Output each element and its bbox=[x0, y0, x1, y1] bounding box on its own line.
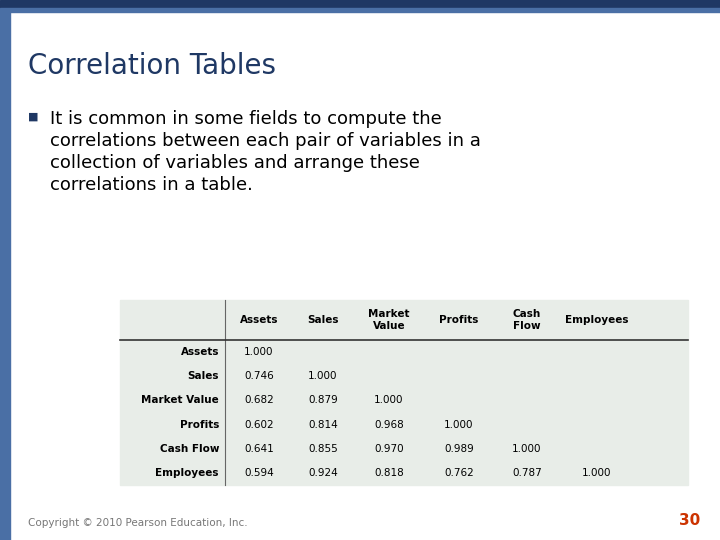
Text: It is common in some fields to compute the: It is common in some fields to compute t… bbox=[50, 110, 442, 128]
Text: 1.000: 1.000 bbox=[444, 420, 474, 430]
Text: Employees: Employees bbox=[565, 315, 629, 325]
Text: 0.814: 0.814 bbox=[308, 420, 338, 430]
Text: 1.000: 1.000 bbox=[582, 468, 612, 478]
Text: Correlation Tables: Correlation Tables bbox=[28, 52, 276, 80]
Text: 0.762: 0.762 bbox=[444, 468, 474, 478]
Text: 0.818: 0.818 bbox=[374, 468, 404, 478]
Text: 0.602: 0.602 bbox=[244, 420, 274, 430]
Text: 0.746: 0.746 bbox=[244, 372, 274, 381]
Text: 1.000: 1.000 bbox=[244, 347, 274, 357]
Text: 1.000: 1.000 bbox=[512, 444, 541, 454]
Text: collection of variables and arrange these: collection of variables and arrange thes… bbox=[50, 154, 420, 172]
Text: Assets: Assets bbox=[181, 347, 219, 357]
Bar bbox=[120, 300, 688, 485]
Text: 0.879: 0.879 bbox=[308, 395, 338, 406]
Text: 0.594: 0.594 bbox=[244, 468, 274, 478]
Text: 0.970: 0.970 bbox=[374, 444, 404, 454]
Text: ■: ■ bbox=[28, 112, 38, 122]
Text: Employees: Employees bbox=[156, 468, 219, 478]
Text: 0.968: 0.968 bbox=[374, 420, 404, 430]
Bar bbox=[0, 8, 720, 12]
Text: Sales: Sales bbox=[307, 315, 338, 325]
Text: 0.855: 0.855 bbox=[308, 444, 338, 454]
Text: 0.641: 0.641 bbox=[244, 444, 274, 454]
Text: 0.924: 0.924 bbox=[308, 468, 338, 478]
Text: 1.000: 1.000 bbox=[308, 372, 338, 381]
Text: 1.000: 1.000 bbox=[374, 395, 404, 406]
Text: Copyright © 2010 Pearson Education, Inc.: Copyright © 2010 Pearson Education, Inc. bbox=[28, 518, 248, 528]
Bar bbox=[0, 0, 720, 8]
Text: Sales: Sales bbox=[187, 372, 219, 381]
Text: Cash Flow: Cash Flow bbox=[160, 444, 219, 454]
Text: Profits: Profits bbox=[179, 420, 219, 430]
Text: Cash
Flow: Cash Flow bbox=[513, 309, 541, 331]
Text: 0.682: 0.682 bbox=[244, 395, 274, 406]
Bar bbox=[0, 12, 10, 540]
Text: Market Value: Market Value bbox=[141, 395, 219, 406]
Text: 0.787: 0.787 bbox=[512, 468, 542, 478]
Text: correlations between each pair of variables in a: correlations between each pair of variab… bbox=[50, 132, 481, 150]
Text: correlations in a table.: correlations in a table. bbox=[50, 176, 253, 194]
Text: Market
Value: Market Value bbox=[368, 309, 410, 331]
Text: Profits: Profits bbox=[439, 315, 479, 325]
Text: 30: 30 bbox=[679, 513, 700, 528]
Text: Assets: Assets bbox=[240, 315, 278, 325]
Text: 0.989: 0.989 bbox=[444, 444, 474, 454]
